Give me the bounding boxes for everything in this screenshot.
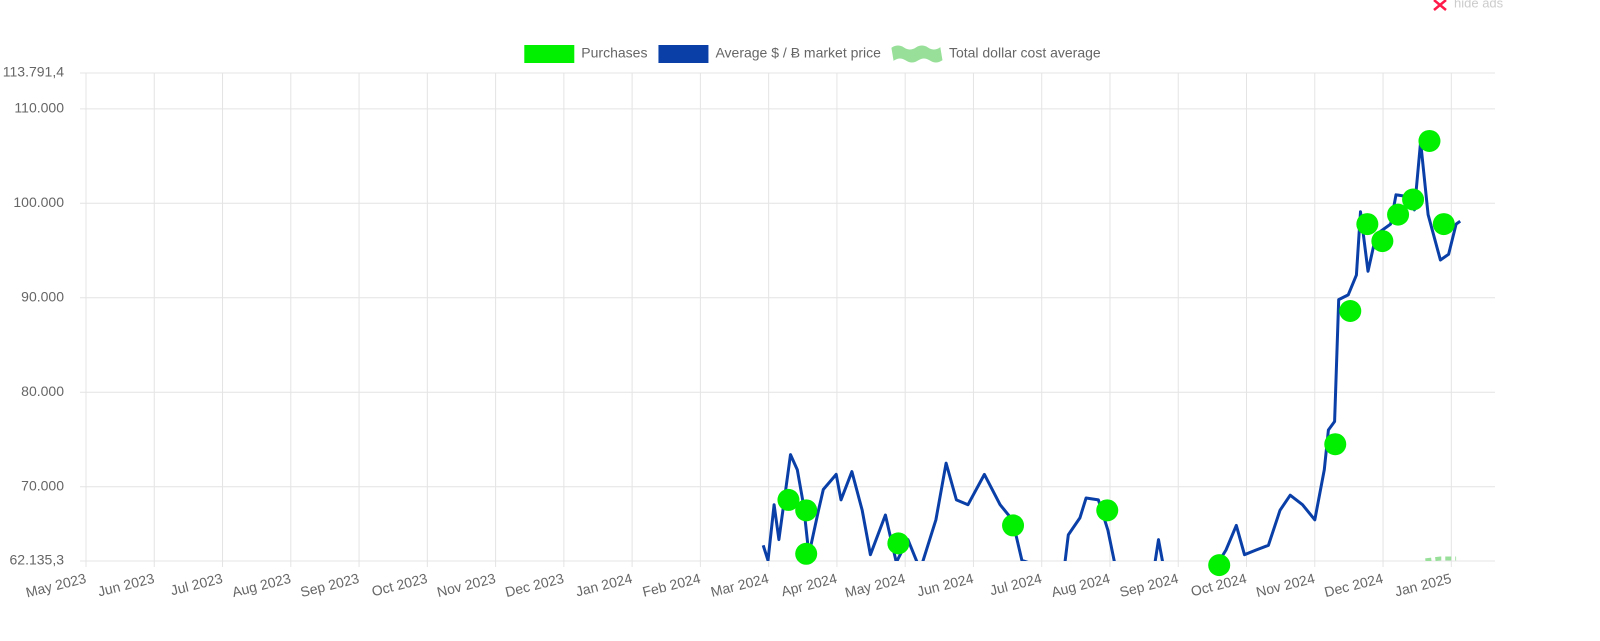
x-tick-label: May 2023: [24, 570, 88, 600]
y-tick-label: 110.000: [14, 100, 64, 116]
legend-label: Total dollar cost average: [949, 45, 1101, 61]
x-tick-label: Feb 2024: [641, 570, 702, 600]
x-tick-label: Aug 2024: [1050, 570, 1112, 600]
purchase-point: [1402, 188, 1425, 211]
y-tick-label: 113.791,4: [3, 64, 64, 80]
y-tick-label: 70.000: [21, 477, 64, 493]
purchase-point: [1096, 499, 1119, 522]
price-line: [761, 140, 1462, 561]
legend-swatch: [658, 45, 709, 63]
purchase-point: [795, 542, 818, 565]
x-tick-label: Sep 2024: [1118, 570, 1180, 600]
x-tick-label: Jun 2023: [96, 570, 156, 600]
purchase-point: [795, 499, 818, 522]
y-tick-label: 90.000: [21, 288, 64, 304]
y-tick-label: 62.135,3: [10, 552, 65, 568]
purchase-point: [1387, 203, 1410, 226]
purchase-point: [1002, 514, 1025, 537]
x-tick-label: Jan 2025: [1393, 570, 1453, 600]
purchase-point: [1371, 230, 1394, 253]
x-tick-label: Oct 2023: [370, 570, 429, 599]
purchase-point: [1339, 299, 1362, 322]
purchase-point: [1432, 213, 1455, 236]
x-tick-label: Mar 2024: [709, 570, 770, 600]
x-tick-label: Jun 2024: [915, 570, 975, 600]
x-tick-label: May 2024: [843, 570, 907, 600]
x-tick-label: Jan 2024: [574, 570, 634, 600]
x-tick-label: Aug 2023: [230, 570, 292, 600]
x-tick-label: Jul 2023: [169, 570, 224, 598]
cost-average-line: [1425, 556, 1457, 561]
legend-label: Average $ / Ƀ market price: [715, 45, 881, 61]
x-tick-label: Apr 2024: [780, 570, 839, 599]
hide-ads[interactable]: hide ads: [1433, 0, 1504, 11]
close-icon[interactable]: [1433, 0, 1447, 11]
x-tick-label: Dec 2024: [1323, 570, 1385, 600]
x-tick-label: Jul 2024: [988, 570, 1043, 598]
purchase-point: [887, 532, 910, 555]
x-tick-label: Dec 2023: [503, 570, 565, 600]
purchase-point: [1356, 213, 1379, 236]
legend-label: Purchases: [581, 45, 647, 61]
purchase-point: [1418, 129, 1441, 152]
x-tick-label: Nov 2023: [435, 570, 497, 600]
y-tick-label: 80.000: [21, 383, 64, 399]
legend-swatch: [524, 45, 575, 63]
x-tick-label: Sep 2023: [299, 570, 361, 600]
legend: Purchases Average $ / Ƀ market price Total…: [524, 45, 1101, 63]
x-tick-label: Nov 2024: [1254, 570, 1316, 600]
purchase-point: [1208, 554, 1231, 577]
purchase-point: [777, 488, 800, 511]
legend-swatch: [891, 45, 943, 63]
hide-ads-text[interactable]: hide ads: [1454, 0, 1504, 10]
y-tick-label: 100.000: [13, 194, 64, 210]
purchase-point: [1324, 433, 1347, 456]
